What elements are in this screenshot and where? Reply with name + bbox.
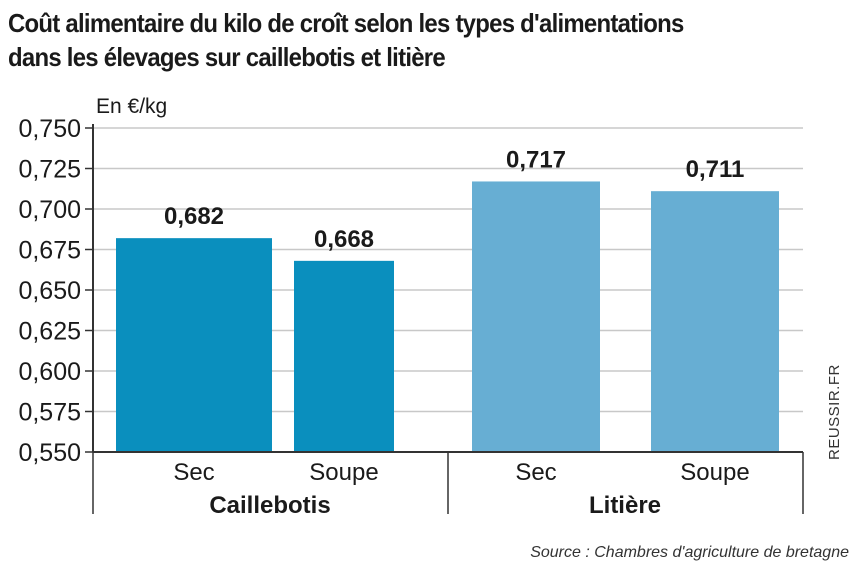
y-tick-label: 0,625	[18, 318, 81, 346]
chart-title: Coût alimentaire du kilo de croît selon …	[8, 6, 790, 74]
bar-value-label: 0,668	[314, 226, 374, 253]
chart-title-line-2: dans les élevages sur caillebotis et lit…	[8, 42, 446, 72]
bar-value-label: 0,682	[164, 203, 224, 230]
y-tick-label: 0,575	[18, 399, 81, 427]
y-axis-unit-label: En €/kg	[96, 95, 167, 118]
y-tick-label: 0,675	[18, 237, 81, 265]
y-tick-label: 0,750	[18, 115, 81, 143]
x-group-label: Caillebotis	[209, 492, 330, 519]
y-tick-label: 0,650	[18, 277, 81, 305]
bar-value-label: 0,717	[506, 146, 566, 173]
x-category-label: Sec	[173, 459, 214, 486]
y-tick-label: 0,600	[18, 358, 81, 386]
bar-litière-soupe	[651, 191, 779, 452]
bar-value-label: 0,711	[686, 156, 745, 183]
chart-title-line-1: Coût alimentaire du kilo de croît selon …	[8, 8, 684, 38]
source-note: Source : Chambres d'agriculture de breta…	[530, 544, 849, 561]
bar-litière-sec	[472, 181, 600, 452]
y-tick-label: 0,550	[18, 439, 81, 467]
y-tick-label: 0,725	[18, 156, 81, 184]
x-category-label: Sec	[515, 459, 556, 486]
brand-watermark: REUSSIR.FR	[826, 364, 843, 460]
x-category-label: Soupe	[309, 459, 378, 486]
x-group-label: Litière	[589, 492, 661, 519]
bar-caillebotis-sec	[116, 238, 272, 452]
bar-caillebotis-soupe	[294, 260, 394, 452]
x-category-label: Soupe	[680, 459, 749, 486]
y-tick-label: 0,700	[18, 196, 81, 224]
